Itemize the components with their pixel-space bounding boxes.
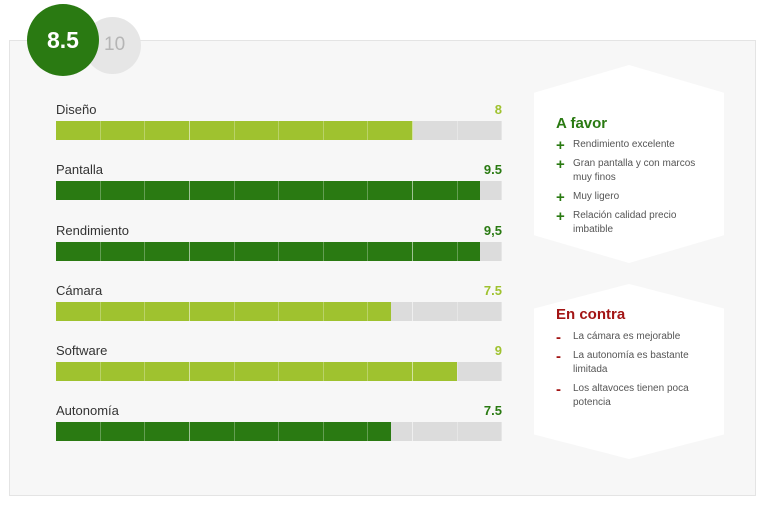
- rating-label: Rendimiento: [56, 223, 129, 238]
- plus-icon: +: [556, 208, 565, 225]
- pros-item-text: Gran pantalla y con marcos muy finos: [573, 158, 696, 183]
- rating-bar: [56, 242, 502, 261]
- rating-bar: [56, 181, 502, 200]
- pros-box: A favor + Rendimiento excelente + Gran pan…: [534, 65, 724, 263]
- cons-item: - La cámara es mejorable: [556, 329, 706, 346]
- cons-item: - La autonomía es bastante limitada: [556, 349, 706, 377]
- pros-item: + Gran pantalla y con marcos muy finos: [556, 157, 706, 185]
- rating-row: Rendimiento 9,5: [56, 223, 502, 263]
- plus-icon: +: [556, 156, 565, 173]
- score-max-value: 10: [104, 34, 126, 55]
- rating-value: 9.5: [483, 162, 502, 177]
- rating-value: 9,5: [483, 223, 502, 238]
- rating-row: Pantalla 9.5: [56, 162, 502, 202]
- rating-label: Diseño: [56, 102, 97, 117]
- rating-value: 7.5: [483, 283, 502, 298]
- pros-item: + Rendimiento excelente: [556, 137, 706, 154]
- cons-item-text: La cámara es mejorable: [573, 331, 681, 342]
- rating-label: Pantalla: [56, 162, 103, 177]
- pros-item-text: Relación calidad precio imbatible: [573, 210, 677, 235]
- minus-icon: -: [556, 329, 561, 346]
- pros-list: + Rendimiento excelente + Gran pantalla y …: [556, 138, 706, 242]
- cons-list: - La cámara es mejorable - La autonomía es…: [556, 330, 706, 415]
- cons-title: En contra: [556, 306, 626, 323]
- rating-value: 9: [494, 343, 502, 358]
- rating-row: Software 9: [56, 343, 502, 383]
- rating-bar: [56, 362, 502, 381]
- pros-item: + Relación calidad precio imbatible: [556, 209, 706, 237]
- rating-label: Autonomía: [56, 403, 119, 418]
- rating-bar: [56, 422, 502, 441]
- cons-item-text: Los altavoces tienen poca potencia: [573, 383, 689, 408]
- rating-row: Autonomía 7.5: [56, 403, 502, 443]
- rating-value: 7.5: [483, 403, 502, 418]
- cons-box: En contra - La cámara es mejorable - La au…: [534, 284, 724, 459]
- rating-row: Cámara 7.5: [56, 283, 502, 323]
- rating-value: 8: [494, 102, 502, 117]
- minus-icon: -: [556, 348, 561, 365]
- pros-item-text: Rendimiento excelente: [573, 139, 675, 150]
- cons-item-text: La autonomía es bastante limitada: [573, 350, 689, 375]
- pros-title: A favor: [556, 115, 608, 132]
- rating-bar: [56, 121, 502, 140]
- rating-label: Cámara: [56, 283, 103, 298]
- rating-row: Diseño 8: [56, 102, 502, 142]
- plus-icon: +: [556, 189, 565, 206]
- minus-icon: -: [556, 381, 561, 398]
- score-badge: 8.5: [27, 4, 99, 76]
- cons-item: - Los altavoces tienen poca potencia: [556, 382, 706, 410]
- pros-item-text: Muy ligero: [573, 191, 620, 202]
- rating-label: Software: [56, 343, 108, 358]
- rating-bar: [56, 302, 502, 321]
- plus-icon: +: [556, 137, 565, 154]
- pros-item: + Muy ligero: [556, 189, 706, 206]
